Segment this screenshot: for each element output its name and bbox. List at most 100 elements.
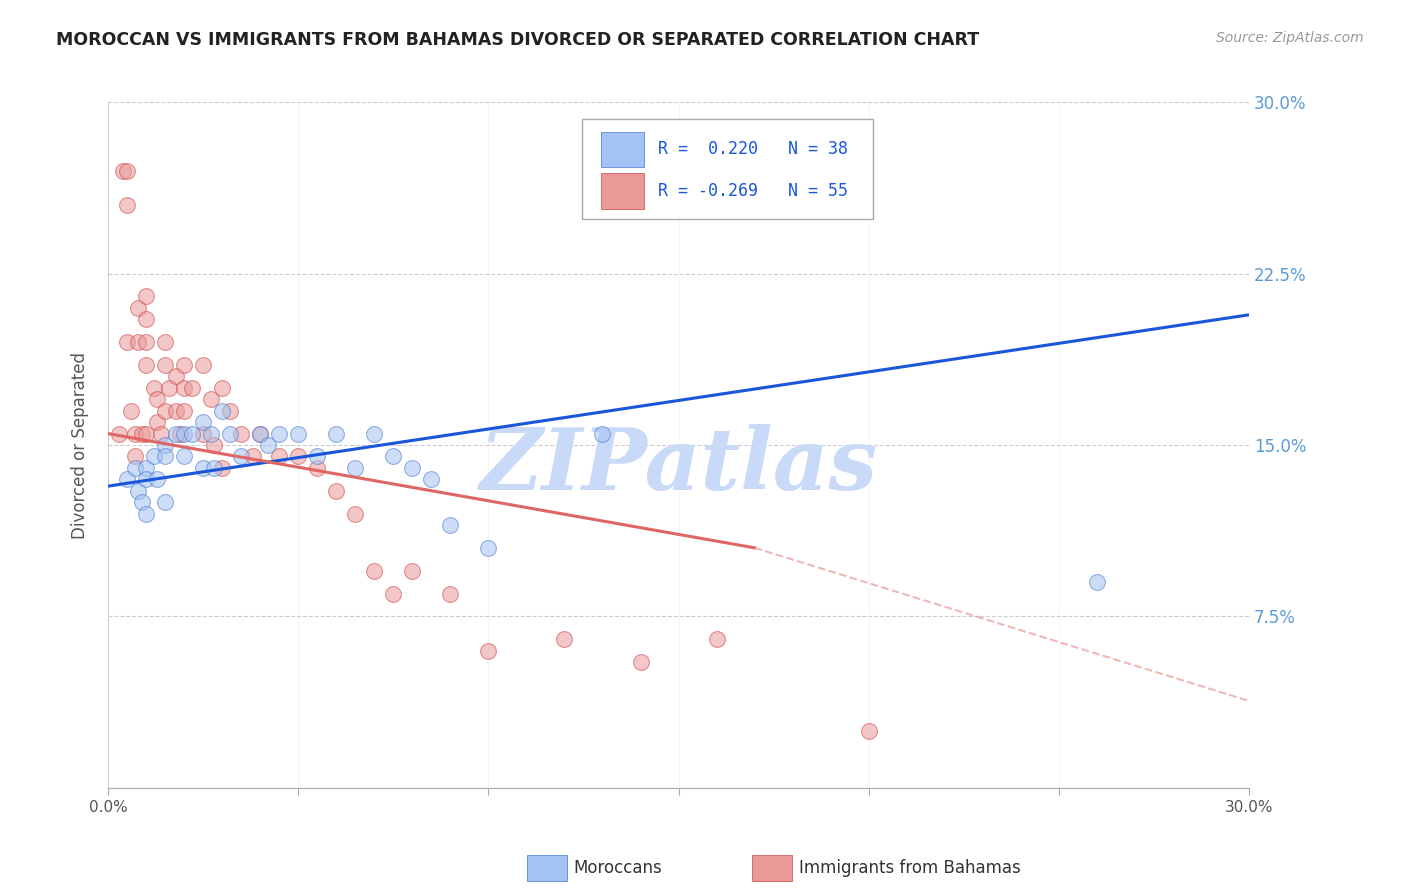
Point (592, 426, 614, 441)
Point (153, 438, 176, 452)
Point (112, 164, 135, 178)
Point (858, 723, 880, 738)
Point (135, 507, 157, 521)
Point (477, 541, 499, 555)
Point (287, 426, 309, 441)
Point (307, 450, 329, 464)
Point (344, 461, 367, 475)
Point (135, 335, 157, 350)
Point (249, 426, 271, 441)
Point (211, 381, 233, 395)
Text: Immigrants from Bahamas: Immigrants from Bahamas (799, 859, 1021, 877)
Point (169, 426, 191, 441)
Point (191, 426, 214, 441)
Point (229, 450, 252, 464)
Point (166, 369, 188, 384)
Text: ZIPatlas: ZIPatlas (479, 424, 877, 508)
Point (382, 586, 405, 600)
Point (382, 450, 405, 464)
Point (191, 461, 214, 475)
Y-axis label: Divorced or Separated: Divorced or Separated (72, 351, 89, 539)
Point (325, 483, 347, 498)
Point (173, 381, 195, 395)
Text: R = -0.269   N = 55: R = -0.269 N = 55 (658, 182, 848, 201)
Point (131, 495, 153, 509)
Point (150, 426, 173, 441)
Point (173, 450, 195, 464)
Point (287, 450, 309, 464)
Point (115, 472, 138, 486)
Point (344, 507, 367, 521)
Point (363, 564, 385, 578)
Point (135, 461, 157, 475)
Point (204, 461, 226, 475)
Point (191, 358, 214, 372)
Point (135, 358, 157, 372)
Point (124, 461, 146, 475)
FancyBboxPatch shape (600, 173, 644, 209)
Point (200, 426, 222, 441)
Point (115, 335, 138, 350)
Point (191, 415, 214, 429)
Point (249, 426, 271, 441)
Point (553, 632, 575, 647)
Point (127, 301, 149, 315)
Point (325, 426, 347, 441)
Point (401, 564, 423, 578)
Point (229, 426, 252, 441)
Point (242, 450, 264, 464)
Point (166, 403, 188, 417)
Point (269, 426, 291, 441)
Point (153, 358, 176, 372)
Point (135, 312, 157, 326)
Text: MOROCCAN VS IMMIGRANTS FROM BAHAMAS DIVORCED OR SEPARATED CORRELATION CHART: MOROCCAN VS IMMIGRANTS FROM BAHAMAS DIVO… (56, 31, 980, 49)
Point (211, 403, 233, 417)
Point (153, 335, 176, 350)
Point (256, 438, 278, 452)
Point (218, 426, 240, 441)
Point (173, 358, 195, 372)
Point (166, 426, 188, 441)
Point (153, 495, 176, 509)
Point (127, 335, 149, 350)
Point (135, 426, 157, 441)
FancyBboxPatch shape (582, 120, 873, 219)
FancyBboxPatch shape (600, 132, 644, 168)
Point (269, 450, 291, 464)
Point (127, 483, 149, 498)
Point (135, 289, 157, 303)
Point (157, 381, 180, 395)
Point (173, 426, 195, 441)
Point (115, 164, 138, 178)
Point (218, 403, 240, 417)
Point (142, 450, 165, 464)
Point (180, 381, 202, 395)
Point (1085, 575, 1108, 590)
Point (120, 403, 142, 417)
Point (200, 392, 222, 407)
Point (135, 472, 157, 486)
Point (211, 461, 233, 475)
Point (307, 461, 329, 475)
Point (630, 655, 652, 669)
Point (173, 403, 195, 417)
Point (439, 586, 461, 600)
Point (401, 461, 423, 475)
Point (124, 426, 146, 441)
Point (439, 518, 461, 533)
Point (477, 643, 499, 657)
Point (204, 438, 226, 452)
Point (146, 472, 169, 486)
Point (706, 632, 728, 647)
Point (115, 198, 138, 212)
Text: Source: ZipAtlas.com: Source: ZipAtlas.com (1216, 31, 1364, 45)
Text: Moroccans: Moroccans (574, 859, 662, 877)
Point (124, 450, 146, 464)
Point (153, 403, 176, 417)
Point (146, 392, 169, 407)
Point (146, 415, 169, 429)
Point (142, 381, 165, 395)
Point (363, 426, 385, 441)
Point (180, 426, 202, 441)
Point (108, 426, 131, 441)
